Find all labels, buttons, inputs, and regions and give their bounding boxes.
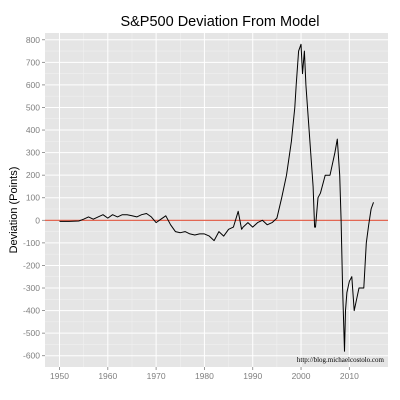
x-tick-label: 1990	[243, 371, 262, 381]
x-tick-label: 1960	[98, 371, 117, 381]
chart-title: S&P500 Deviation From Model	[120, 14, 319, 30]
x-tick-label: 2000	[292, 371, 311, 381]
x-tick-label: 2010	[340, 371, 359, 381]
y-axis: -600 -500 -400 -300 -200 -100 0 100 200 300 400 500…	[23, 35, 45, 361]
y-tick-label: 300	[26, 148, 40, 158]
y-tick-label: -300	[23, 283, 40, 293]
x-tick-label: 1950	[50, 371, 69, 381]
x-axis: 1950 1960 1970 1980 1990 2000 2010	[50, 367, 359, 381]
y-tick-label: -400	[23, 306, 40, 316]
source-annotation: http://blog.michaelcostolo.com	[297, 356, 385, 364]
y-tick-label: 800	[26, 35, 40, 45]
y-axis-label: Deviation (Points)	[8, 167, 20, 254]
plot-panel	[45, 33, 388, 367]
x-tick-label: 1980	[195, 371, 214, 381]
series-line	[59, 43, 374, 352]
y-tick-label: 100	[26, 193, 40, 203]
major-gridlines	[45, 33, 388, 367]
y-tick-label: 700	[26, 57, 40, 67]
y-tick-label: -600	[23, 351, 40, 361]
y-tick-label: -500	[23, 328, 40, 338]
y-tick-label: -200	[23, 260, 40, 270]
minor-gridlines	[45, 33, 388, 367]
y-tick-label: 200	[26, 170, 40, 180]
y-tick-label: 500	[26, 102, 40, 112]
y-tick-label: 0	[35, 215, 40, 225]
x-tick-label: 1970	[147, 371, 166, 381]
y-tick-label: 400	[26, 125, 40, 135]
y-tick-label: -100	[23, 238, 40, 248]
y-tick-label: 600	[26, 80, 40, 90]
plot-area	[45, 33, 388, 367]
